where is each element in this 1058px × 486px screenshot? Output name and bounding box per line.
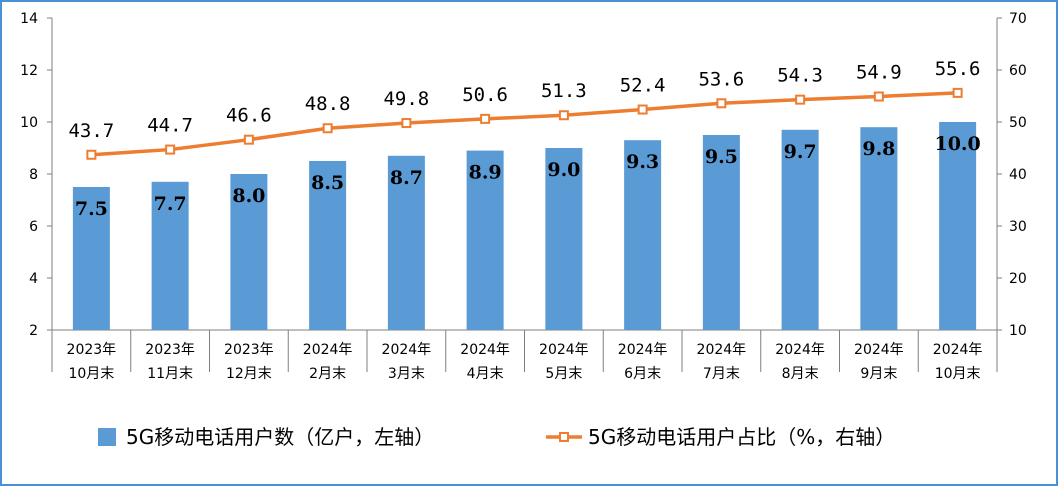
bar bbox=[309, 161, 347, 330]
bar bbox=[860, 127, 898, 330]
line-series: 43.7 44.7 46.6 48.8 49.8 50.6 51.3 52.4 53.6 54.3… bbox=[68, 58, 981, 160]
x-tick-label-year: 2024年 bbox=[697, 342, 747, 358]
bar-value-label: 9.8 bbox=[862, 138, 895, 160]
line-value-label: 50.6 bbox=[462, 84, 508, 106]
bar-value-label: 9.5 bbox=[705, 146, 738, 168]
line-marker bbox=[322, 123, 333, 134]
x-tick-label-month: 9月末 bbox=[860, 366, 897, 382]
legend-line-label: 5G移动电话用户占比（%，右轴） bbox=[588, 425, 895, 449]
bar-series: 7.5 7.7 8.0 8.5 8.7 8.9 9.0 9.3 9.5 9.7 9.8 10.0 bbox=[72, 122, 981, 330]
bar-value-label: 9.7 bbox=[784, 141, 817, 163]
x-tick-label-year: 2023年 bbox=[145, 342, 195, 358]
x-tick-label-month: 6月末 bbox=[624, 366, 661, 382]
x-tick-label-year: 2024年 bbox=[303, 342, 353, 358]
x-tick-label-month: 10月末 bbox=[935, 366, 981, 382]
right-tick-label: 50 bbox=[1009, 115, 1027, 131]
x-tick-label-year: 2023年 bbox=[224, 342, 274, 358]
line-value-label: 55.6 bbox=[935, 58, 981, 80]
legend-bar-swatch bbox=[98, 428, 116, 446]
bar-value-label: 8.0 bbox=[232, 185, 265, 207]
line-value-label: 53.6 bbox=[698, 68, 744, 90]
bar-value-label: 10.0 bbox=[934, 133, 980, 155]
line-marker bbox=[873, 91, 884, 102]
right-tick-label: 10 bbox=[1009, 323, 1027, 339]
bar-value-label: 9.3 bbox=[626, 151, 659, 173]
x-tick-label-year: 2024年 bbox=[460, 342, 510, 358]
line-marker bbox=[952, 87, 963, 98]
x-tick-label-month: 7月末 bbox=[703, 366, 740, 382]
legend: 5G移动电话用户数（亿户，左轴） 5G移动电话用户占比（%，右轴） bbox=[98, 425, 895, 449]
axes: 2 4 6 8 10 12 14 10 20 30 40 50 60 70 bbox=[20, 11, 1027, 372]
bar-value-label: 7.5 bbox=[75, 198, 108, 220]
x-tick-label-month: 5月末 bbox=[545, 366, 582, 382]
x-axis-labels: 2023年 10月末 2023年 11月末 2023年 12月末 2024年 2月末 2024年… bbox=[67, 342, 983, 382]
line-marker bbox=[401, 118, 412, 129]
x-tick-label-year: 2024年 bbox=[854, 342, 904, 358]
bar-value-label: 8.9 bbox=[469, 162, 502, 184]
line-value-label: 43.7 bbox=[68, 120, 114, 142]
line-marker bbox=[165, 144, 176, 155]
line-marker bbox=[558, 110, 569, 121]
line-path bbox=[91, 91, 958, 157]
bar-value-label: 8.5 bbox=[311, 172, 344, 194]
x-tick-label-month: 11月末 bbox=[147, 366, 193, 382]
bar bbox=[230, 174, 268, 330]
line-marker bbox=[795, 94, 806, 105]
bar bbox=[781, 129, 819, 330]
left-tick-label: 4 bbox=[29, 271, 38, 287]
line-value-label: 46.6 bbox=[226, 105, 272, 127]
right-tick-label: 20 bbox=[1009, 271, 1027, 287]
x-tick-label-month: 4月末 bbox=[467, 366, 504, 382]
x-tick-label-year: 2024年 bbox=[775, 342, 825, 358]
line-value-label: 52.4 bbox=[620, 75, 666, 97]
line-marker bbox=[637, 104, 648, 115]
line-value-label: 54.3 bbox=[777, 65, 823, 87]
bar-value-label: 8.7 bbox=[390, 167, 423, 189]
right-tick-label: 70 bbox=[1009, 11, 1027, 27]
bar bbox=[72, 187, 110, 330]
line-value-label: 54.9 bbox=[856, 62, 902, 84]
bar bbox=[939, 122, 977, 330]
left-tick-label: 14 bbox=[20, 11, 38, 27]
x-tick-label-month: 3月末 bbox=[388, 366, 425, 382]
left-tick-label: 10 bbox=[20, 115, 38, 131]
right-tick-label: 40 bbox=[1009, 167, 1027, 183]
bar bbox=[624, 140, 662, 330]
bar-value-label: 9.0 bbox=[547, 159, 580, 181]
left-tick-label: 12 bbox=[20, 63, 38, 79]
line-value-label: 44.7 bbox=[147, 115, 193, 137]
x-tick-label-year: 2024年 bbox=[933, 342, 983, 358]
x-tick-label-month: 8月末 bbox=[782, 366, 819, 382]
right-tick-label: 30 bbox=[1009, 219, 1027, 235]
right-tick-label: 60 bbox=[1009, 63, 1027, 79]
bar bbox=[387, 155, 425, 330]
bar bbox=[545, 148, 583, 330]
x-tick-label-month: 2月末 bbox=[309, 366, 346, 382]
line-marker bbox=[480, 113, 491, 124]
x-tick-label-month: 10月末 bbox=[68, 366, 114, 382]
bar bbox=[702, 135, 740, 330]
x-tick-label-year: 2024年 bbox=[618, 342, 668, 358]
line-marker bbox=[716, 98, 727, 109]
left-tick-label: 8 bbox=[29, 167, 38, 183]
legend-line-marker bbox=[559, 432, 569, 442]
line-value-label: 51.3 bbox=[541, 80, 587, 102]
x-tick-label-year: 2024年 bbox=[382, 342, 432, 358]
line-marker bbox=[86, 149, 97, 160]
line-value-label: 49.8 bbox=[383, 88, 429, 110]
line-marker bbox=[243, 134, 254, 145]
bar bbox=[466, 150, 504, 330]
bar-value-label: 7.7 bbox=[154, 193, 187, 215]
line-value-label: 48.8 bbox=[305, 93, 351, 115]
bar bbox=[151, 181, 189, 330]
left-tick-label: 2 bbox=[29, 323, 38, 339]
x-tick-label-month: 12月末 bbox=[226, 366, 272, 382]
left-tick-label: 6 bbox=[29, 219, 38, 235]
x-tick-label-year: 2023年 bbox=[67, 342, 117, 358]
x-tick-label-year: 2024年 bbox=[539, 342, 589, 358]
legend-bar-label: 5G移动电话用户数（亿户，左轴） bbox=[126, 425, 434, 449]
